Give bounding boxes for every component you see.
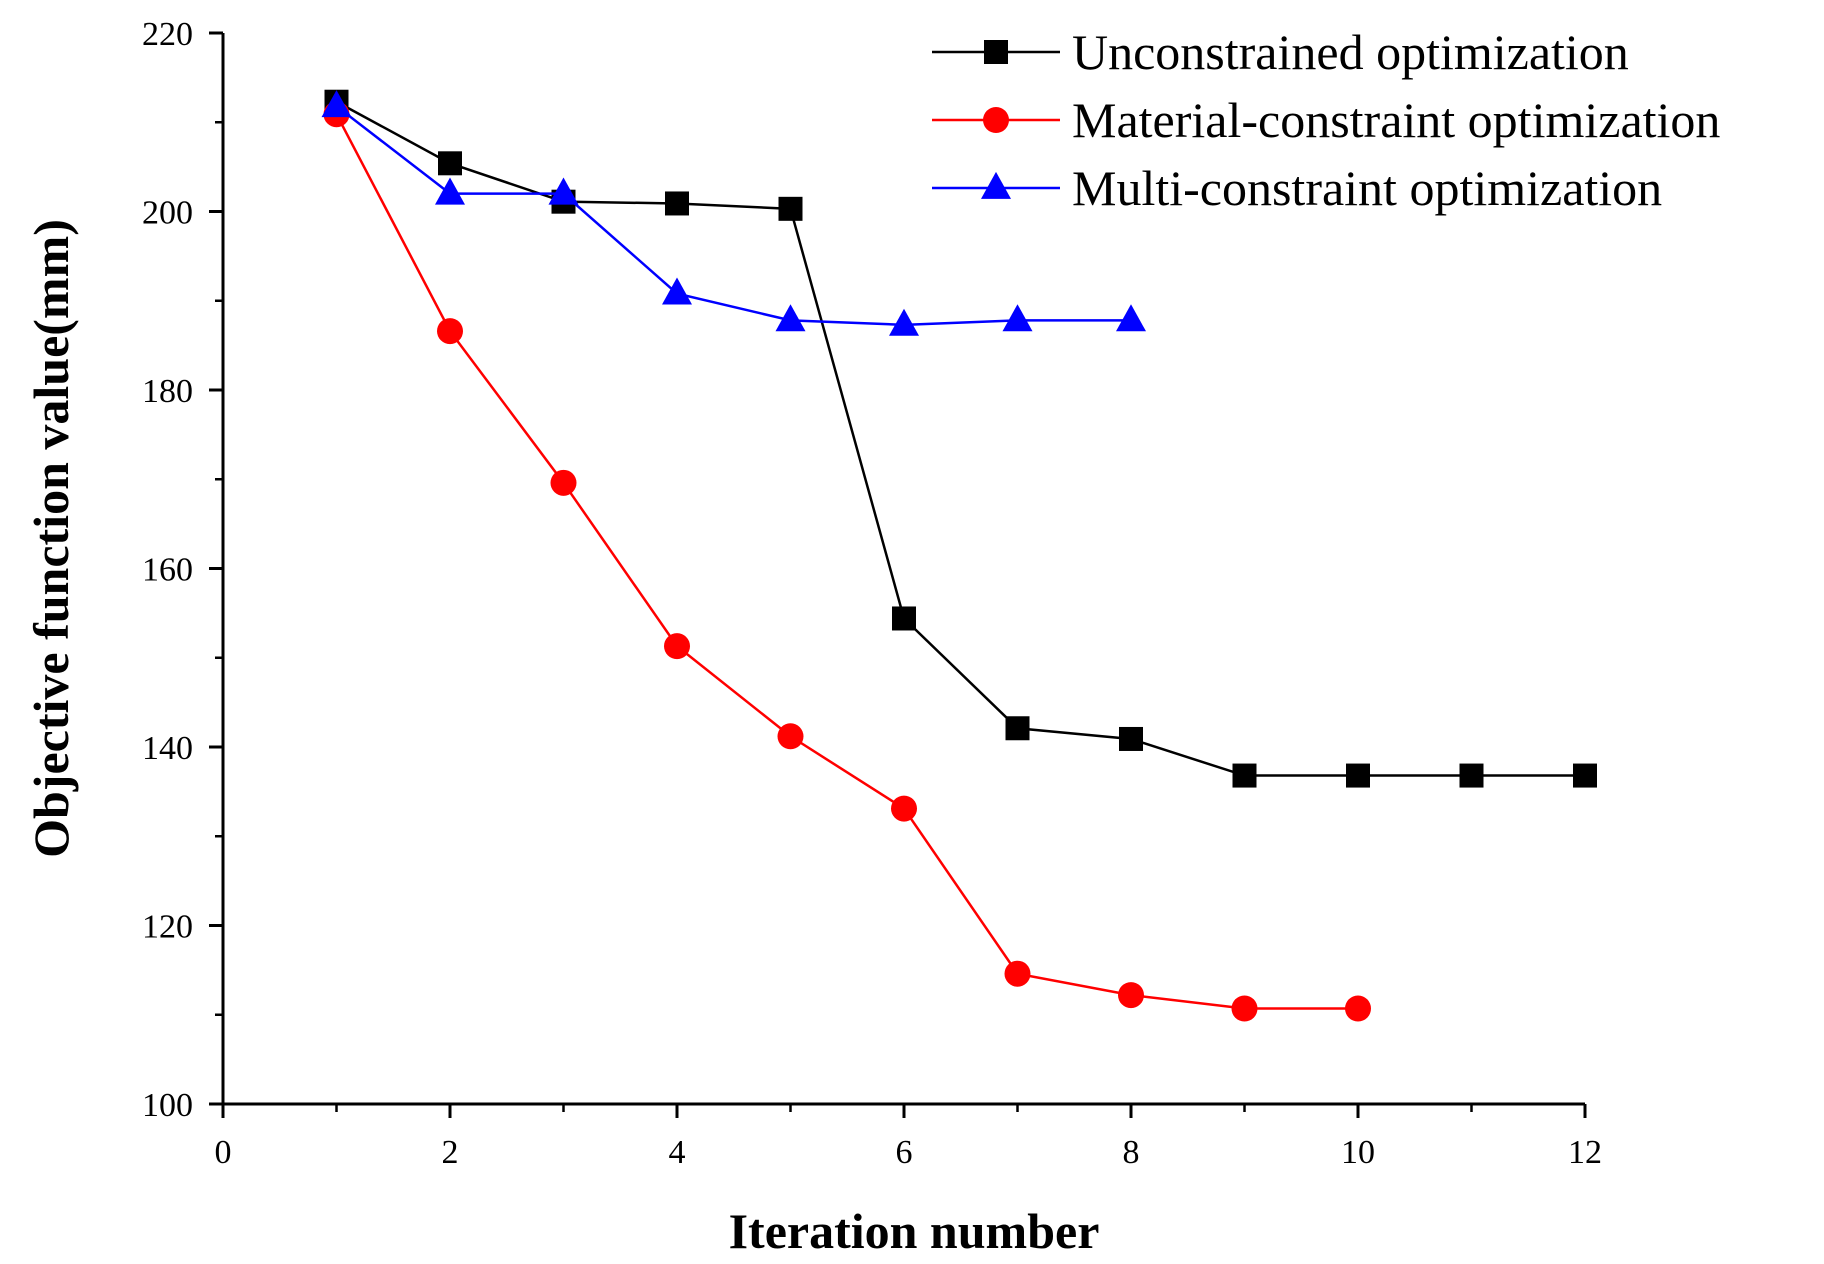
x-tick-label: 6 [896, 1134, 913, 1171]
legend-marker [984, 40, 1008, 64]
x-tick-label: 8 [1123, 1134, 1140, 1171]
data-point [1345, 995, 1371, 1022]
data-point [438, 151, 462, 176]
data-point [1002, 304, 1033, 332]
data-point [1116, 304, 1146, 332]
data-point [778, 196, 803, 221]
legend-marker [983, 107, 1009, 133]
series-line [335, 113, 1358, 1010]
series-circle [323, 101, 1371, 1022]
series-group [321, 89, 1597, 1022]
data-point [1118, 982, 1144, 1009]
data-point [777, 723, 804, 750]
data-point [1005, 716, 1030, 741]
x-tick-label: 4 [669, 1134, 686, 1171]
data-point [1231, 995, 1258, 1022]
data-point [550, 469, 577, 496]
data-point [892, 606, 916, 631]
series-line [335, 100, 1585, 777]
y-tick-label: 200 [142, 195, 193, 232]
data-point [321, 90, 352, 118]
series-line [335, 105, 1131, 327]
legend-marker [981, 171, 1011, 199]
y-tick-label: 180 [142, 373, 193, 410]
y-tick-label: 100 [142, 1087, 193, 1124]
data-point [1004, 960, 1031, 987]
data-point [548, 177, 579, 205]
y-tick-label: 140 [142, 730, 193, 767]
data-point [1119, 726, 1143, 751]
y-tick-label: 220 [142, 16, 193, 53]
legend: Unconstrained optimization Material-const… [932, 24, 1720, 216]
series-square [324, 89, 1597, 788]
data-point [775, 304, 806, 332]
y-axis-title: Objective function value(mm) [23, 219, 79, 858]
y-tick-label: 120 [142, 909, 193, 946]
data-point [1459, 763, 1484, 788]
data-point [891, 795, 917, 822]
x-tick-label: 2 [442, 1134, 459, 1171]
data-point [1232, 763, 1257, 788]
data-point [435, 177, 465, 205]
ticks: 0 2 4 6 8 10 12 100 120 140 160 180 200 220 [142, 16, 1602, 1171]
legend-label: Material-constraint optimization [1072, 92, 1720, 148]
data-point [665, 191, 689, 216]
legend-label: Multi-constraint optimization [1072, 160, 1662, 216]
series-triangle [321, 90, 1146, 336]
data-point [437, 318, 463, 345]
data-point [1346, 763, 1370, 788]
x-tick-label: 12 [1568, 1134, 1602, 1171]
legend-label: Unconstrained optimization [1072, 24, 1629, 80]
data-point [889, 308, 919, 336]
data-point [1573, 763, 1597, 788]
y-tick-label: 160 [142, 552, 193, 589]
data-point [664, 633, 690, 660]
x-tick-label: 0 [215, 1134, 232, 1171]
x-tick-label: 10 [1341, 1134, 1375, 1171]
data-point [662, 277, 692, 305]
x-axis-title: Iteration number [729, 1203, 1100, 1259]
